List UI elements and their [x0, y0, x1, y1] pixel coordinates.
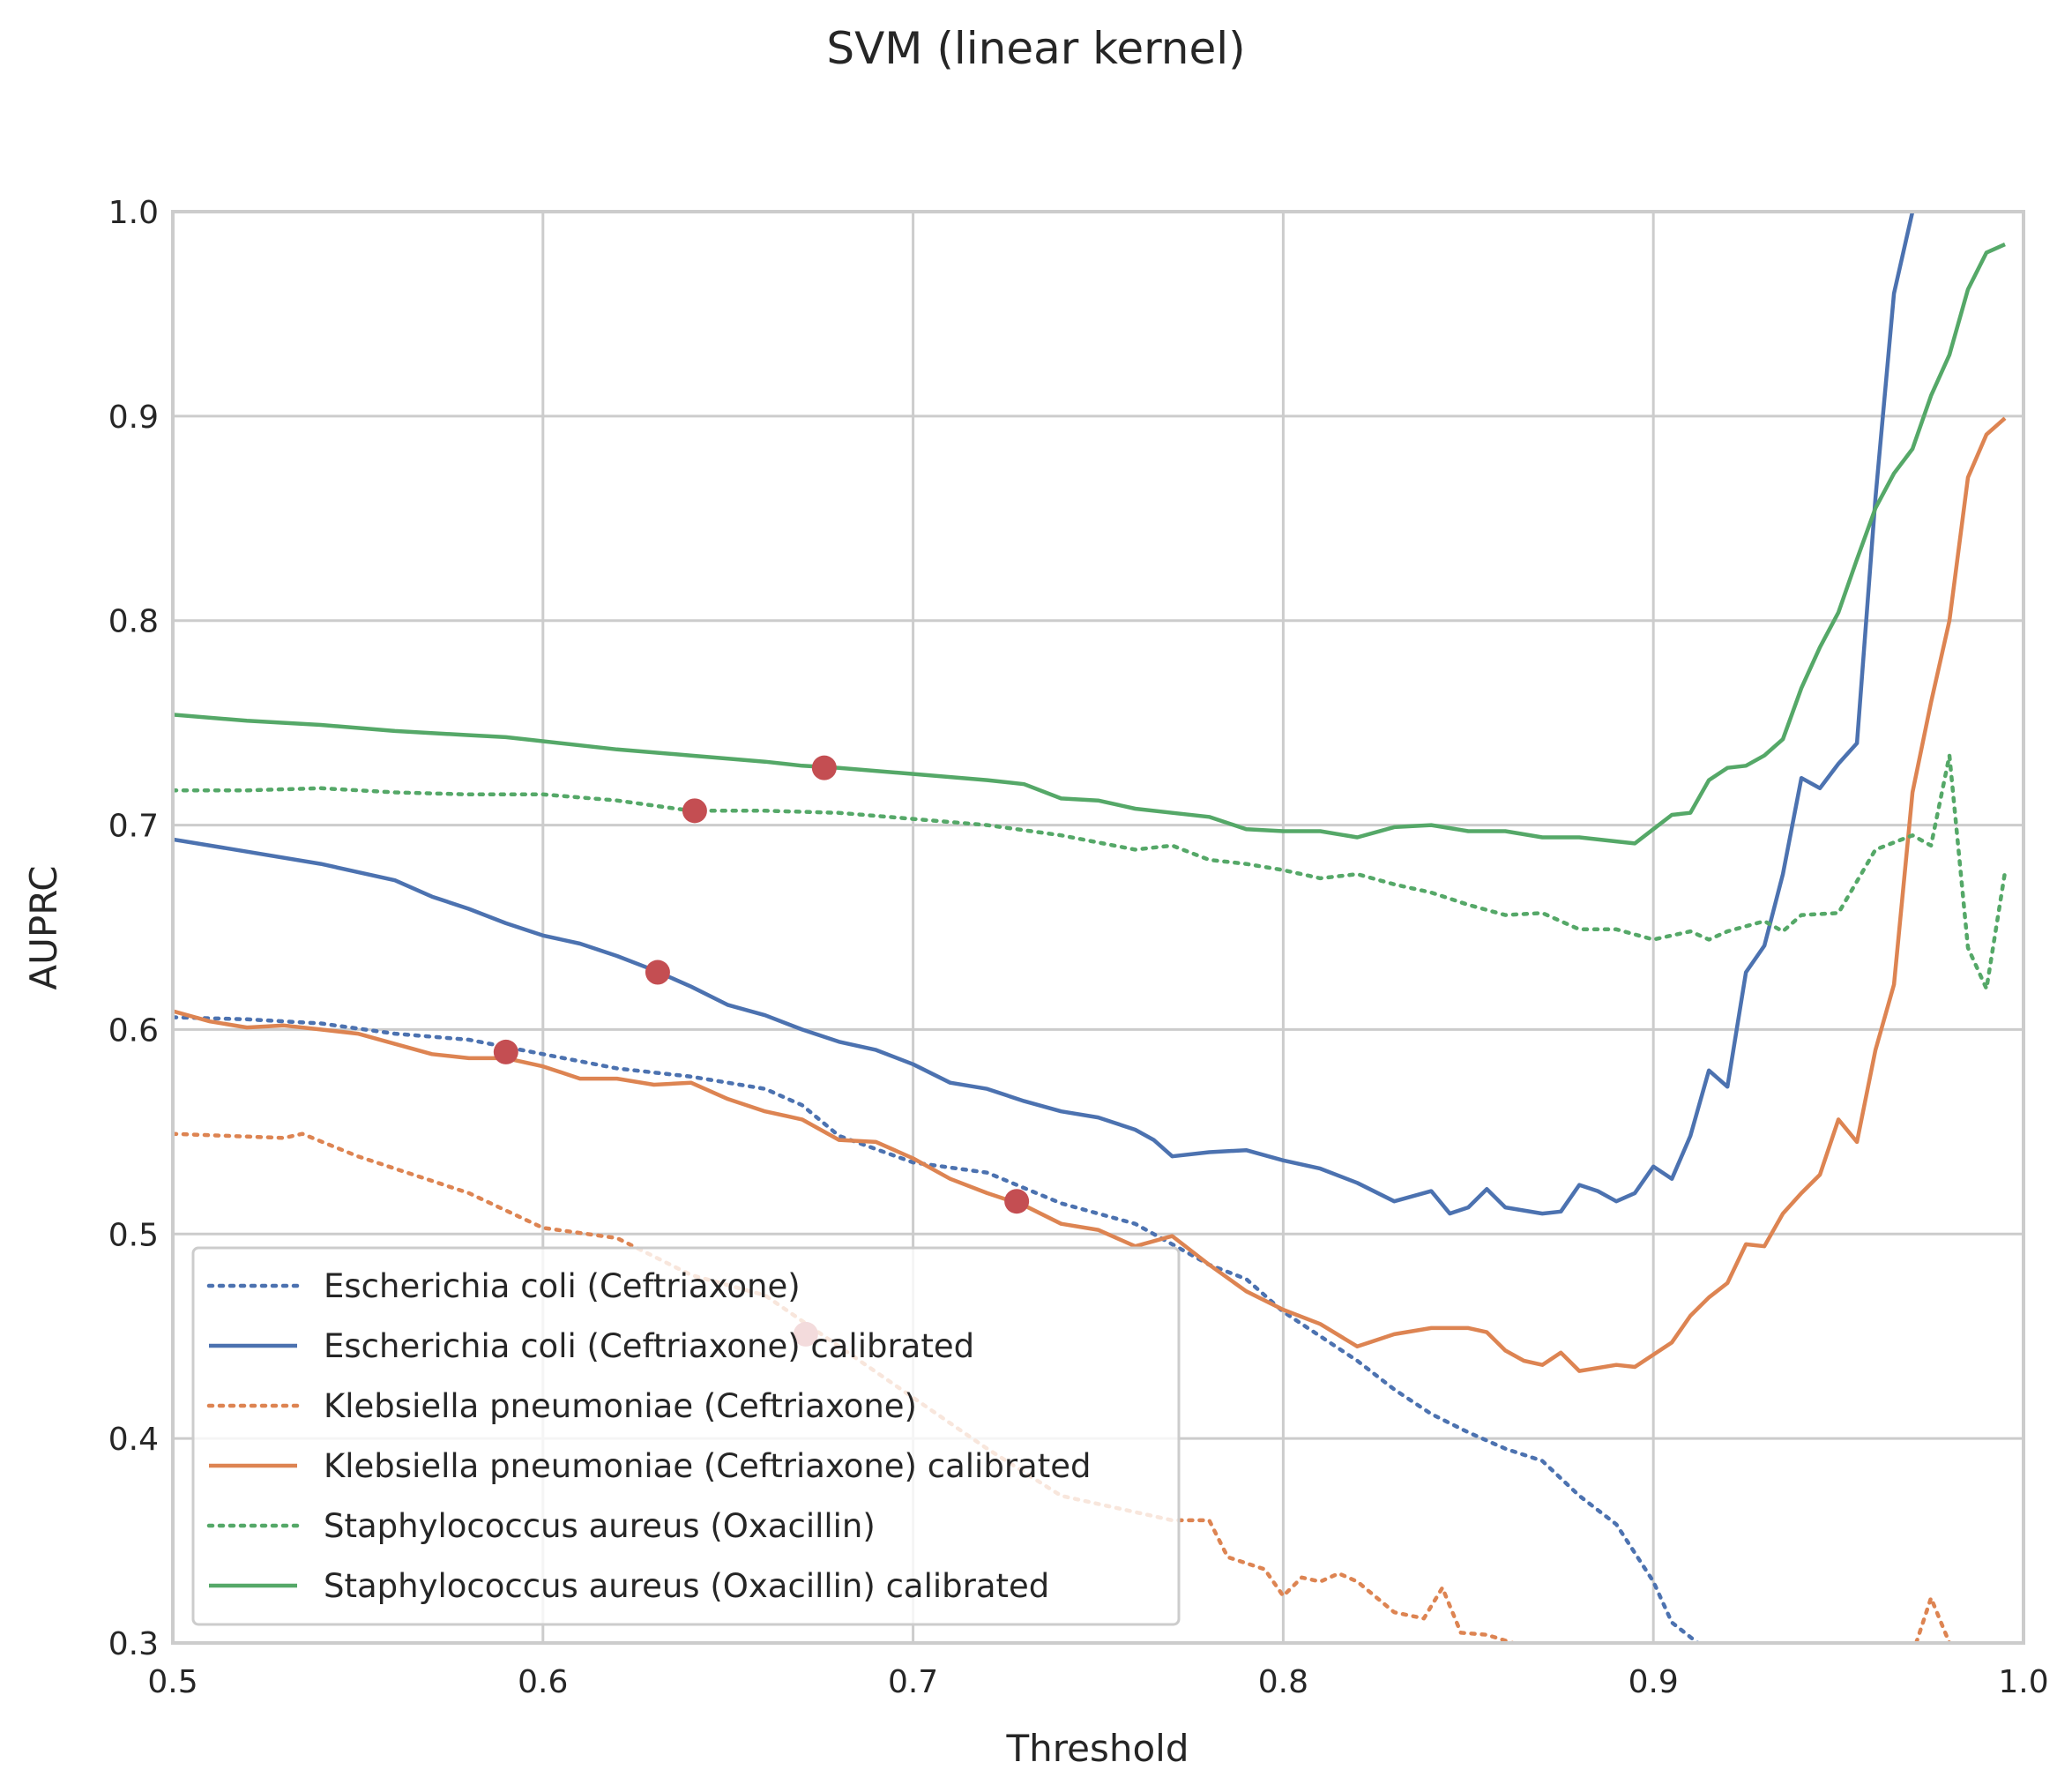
- series-line: [173, 416, 2007, 1373]
- legend-box: [191, 1246, 1181, 1626]
- threshold-marker: [645, 959, 670, 985]
- legend-label: Escherichia coli (Ceftriaxone) calibrate…: [324, 1327, 974, 1365]
- y-tick-label: 0.6: [108, 1012, 159, 1049]
- threshold-marker: [682, 798, 707, 824]
- x-tick-label: 0.9: [1629, 1664, 1679, 1700]
- plot-area: [173, 212, 2008, 1643]
- y-tick-label: 0.8: [108, 604, 159, 640]
- series-line: [173, 212, 1915, 1216]
- legend-label: Staphylococcus aureus (Oxacillin): [324, 1507, 876, 1545]
- series-line: [173, 753, 2008, 991]
- legend-label: Klebsiella pneumoniae (Ceftriaxone) cali…: [324, 1447, 1091, 1485]
- y-tick-label: 0.5: [108, 1217, 159, 1253]
- legend-label: Escherichia coli (Ceftriaxone): [324, 1267, 801, 1305]
- series-line: [173, 1015, 1700, 1643]
- y-tick-label: 0.3: [108, 1626, 159, 1662]
- threshold-marker: [493, 1039, 518, 1064]
- x-tick-label: 0.7: [888, 1664, 938, 1700]
- x-tick-label: 0.8: [1258, 1664, 1308, 1700]
- threshold-marker: [811, 755, 837, 780]
- x-tick-label: 1.0: [1998, 1664, 2048, 1700]
- x-axis-label: Threshold: [1006, 1727, 1189, 1770]
- legend: Escherichia coli (Ceftriaxone) Escherichi…: [191, 1246, 1181, 1626]
- x-tick-label: 0.6: [518, 1664, 568, 1700]
- y-axis-label: AUPRC: [22, 865, 65, 989]
- y-tick-label: 0.9: [108, 399, 159, 436]
- axes-frame: [171, 210, 2025, 1645]
- x-tick-label: 0.5: [147, 1664, 198, 1700]
- legend-label: Klebsiella pneumoniae (Ceftriaxone): [324, 1387, 917, 1425]
- series-line: [1914, 1595, 1952, 1643]
- tick-labels: 0.5 0.6 0.7 0.8 0.9 1.0 0.3 0.4 0.5 0.6 0.7 0.8 0.9 1…: [108, 195, 2049, 1700]
- series-line: [173, 243, 2006, 846]
- chart-title: SVM (linear kernel): [826, 23, 1245, 74]
- y-tick-label: 0.7: [108, 809, 159, 845]
- y-tick-label: 0.4: [108, 1422, 159, 1458]
- y-tick-label: 1.0: [108, 195, 159, 231]
- legend-label: Staphylococcus aureus (Oxacillin) calibr…: [324, 1567, 1049, 1605]
- threshold-marker: [1004, 1189, 1030, 1214]
